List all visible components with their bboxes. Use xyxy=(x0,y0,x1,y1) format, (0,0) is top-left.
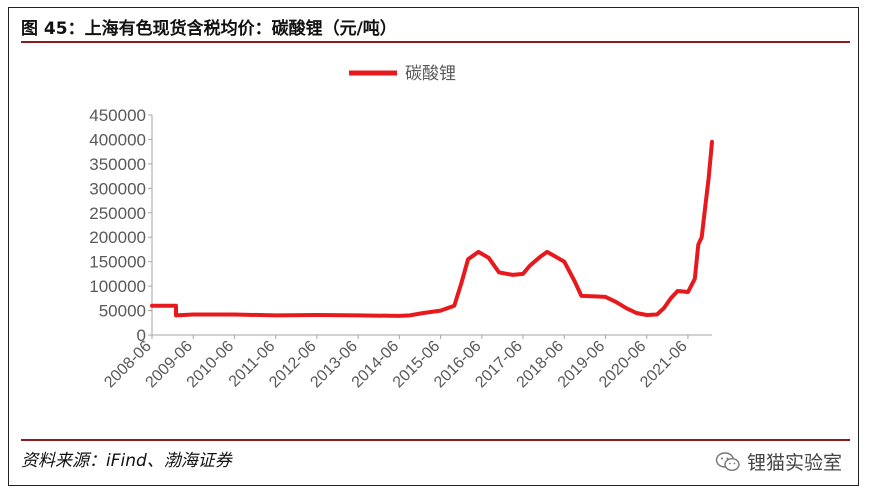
source-note: 资料来源：iFind、渤海证券 xyxy=(21,451,232,471)
title-rule xyxy=(21,41,850,43)
y-tick-label: 200000 xyxy=(89,228,146,247)
y-tick-label: 350000 xyxy=(89,155,146,174)
figure-title: 图 45：上海有色现货含税均价：碳酸锂（元/吨） xyxy=(21,19,397,39)
wechat-icon xyxy=(715,451,740,471)
y-tick-label: 150000 xyxy=(89,253,146,272)
series-line-碳酸锂 xyxy=(150,139,714,318)
y-tick-label: 100000 xyxy=(89,277,146,296)
y-tick-label: 450000 xyxy=(89,106,146,125)
source-rule xyxy=(21,439,850,441)
lithium-carbonate-price-chart: 0 50000 100000 150000 200000 250000 300000 3500… xyxy=(89,64,714,391)
y-tick-label: 250000 xyxy=(89,204,146,223)
watermark-text: 锂猫实验室 xyxy=(746,452,842,474)
y-tick-label: 50000 xyxy=(99,302,146,321)
y-tick-label: 0 xyxy=(137,326,146,345)
report-figure: 图 45：上海有色现货含税均价：碳酸锂（元/吨） 0 50000 100000 150… xyxy=(8,7,859,486)
y-tick-label: 400000 xyxy=(89,130,146,149)
legend-label: 碳酸锂 xyxy=(405,64,456,84)
watermark: 锂猫实验室 xyxy=(715,448,842,475)
y-tick-label: 300000 xyxy=(89,179,146,198)
